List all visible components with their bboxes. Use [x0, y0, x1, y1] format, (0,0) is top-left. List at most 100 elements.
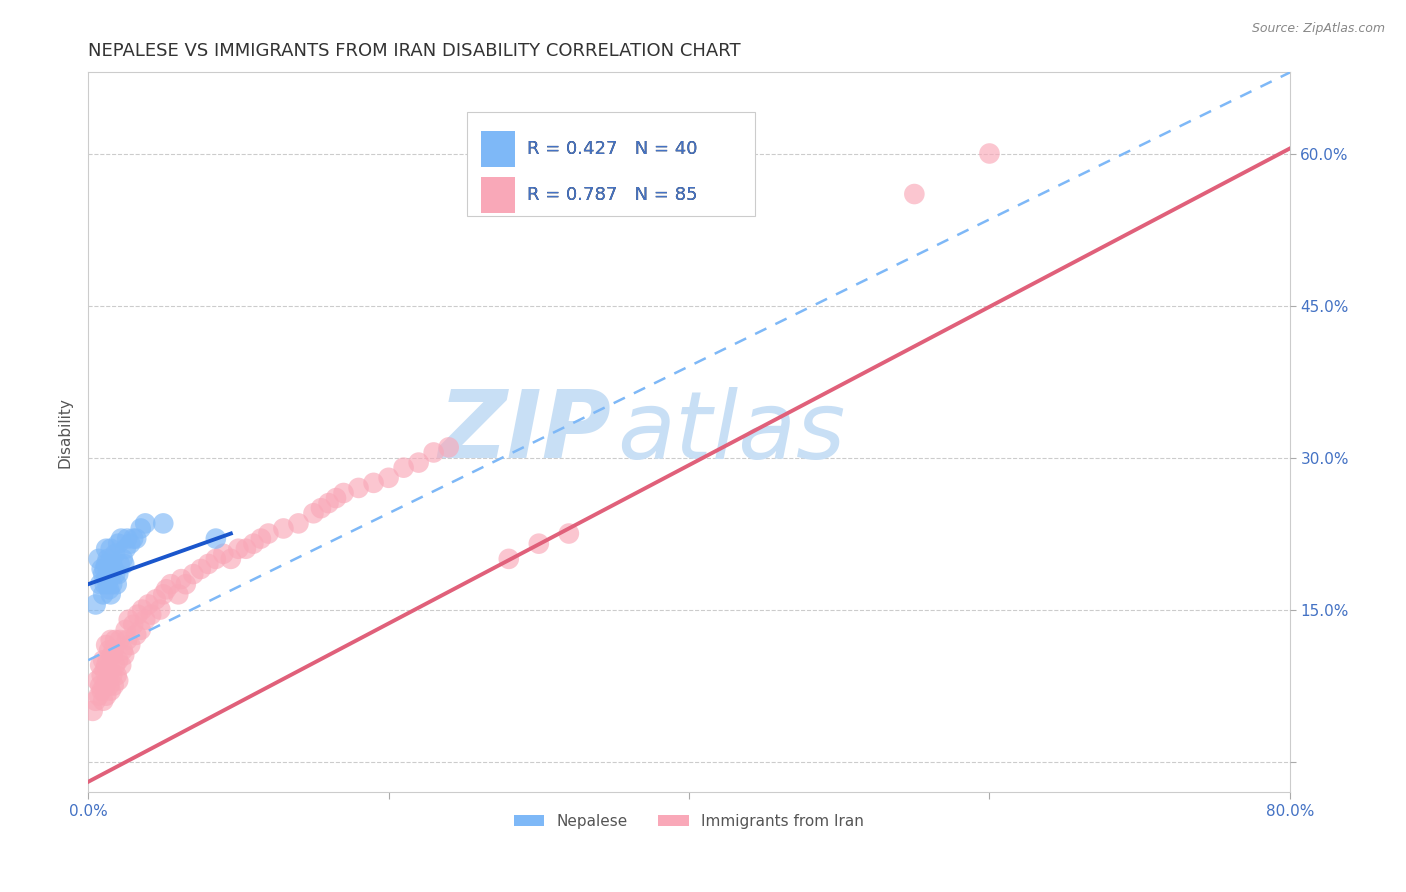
Point — [98, 582, 121, 597]
Point — [86, 673, 108, 688]
Point — [287, 516, 309, 531]
Point — [96, 638, 118, 652]
Point — [104, 632, 127, 647]
Point — [309, 501, 332, 516]
Point — [98, 679, 121, 693]
Point — [377, 471, 399, 485]
Point — [159, 577, 181, 591]
Point — [134, 516, 156, 531]
Point — [97, 552, 120, 566]
Point — [87, 689, 110, 703]
Point — [90, 683, 112, 698]
Point — [96, 557, 118, 571]
Point — [318, 496, 340, 510]
Point — [103, 643, 125, 657]
Point — [558, 526, 581, 541]
Text: atlas: atlas — [617, 387, 845, 478]
Point — [141, 607, 163, 622]
Point — [98, 557, 121, 571]
Point — [174, 577, 197, 591]
Point — [104, 658, 127, 673]
Point — [273, 521, 295, 535]
Point — [97, 673, 120, 688]
Point — [91, 653, 114, 667]
Text: R = 0.787   N = 85: R = 0.787 N = 85 — [527, 186, 697, 204]
Point — [105, 668, 128, 682]
Point — [332, 486, 354, 500]
Point — [89, 679, 111, 693]
Point — [979, 146, 1001, 161]
Point — [105, 577, 128, 591]
Point — [250, 532, 273, 546]
Point — [98, 643, 121, 657]
Point — [127, 607, 149, 622]
Point — [363, 475, 385, 490]
Text: R = 0.427   N = 40: R = 0.427 N = 40 — [527, 139, 697, 158]
Text: R = 0.787   N = 85: R = 0.787 N = 85 — [527, 186, 697, 204]
Point — [93, 679, 115, 693]
Point — [107, 536, 129, 550]
Point — [107, 653, 129, 667]
Point — [91, 587, 114, 601]
Point — [129, 623, 152, 637]
Point — [422, 445, 444, 459]
Text: R = 0.427   N = 40: R = 0.427 N = 40 — [527, 139, 697, 158]
Point — [90, 668, 112, 682]
Point — [112, 557, 135, 571]
Point — [110, 532, 132, 546]
Point — [107, 673, 129, 688]
Y-axis label: Disability: Disability — [58, 397, 72, 467]
Point — [84, 694, 107, 708]
Point — [235, 541, 257, 556]
Point — [903, 187, 925, 202]
Legend: Nepalese, Immigrants from Iran: Nepalese, Immigrants from Iran — [508, 807, 870, 835]
Text: Source: ZipAtlas.com: Source: ZipAtlas.com — [1251, 22, 1385, 36]
Point — [87, 552, 110, 566]
Point — [101, 648, 124, 662]
Point — [125, 532, 148, 546]
Text: ZIP: ZIP — [439, 386, 612, 478]
Point — [527, 536, 550, 550]
Point — [437, 441, 460, 455]
Point — [96, 572, 118, 586]
Point — [101, 668, 124, 682]
Point — [100, 632, 122, 647]
Point — [93, 562, 115, 576]
Point — [107, 567, 129, 582]
Bar — [467, 112, 755, 217]
Bar — [481, 130, 515, 167]
Point — [91, 694, 114, 708]
Point — [101, 577, 124, 591]
Point — [104, 567, 127, 582]
Point — [104, 547, 127, 561]
Point — [325, 491, 347, 505]
Point — [197, 557, 219, 571]
Point — [91, 567, 114, 582]
Point — [498, 552, 520, 566]
Point — [96, 689, 118, 703]
Point — [97, 653, 120, 667]
Point — [114, 623, 136, 637]
Point — [242, 536, 264, 550]
Point — [108, 632, 131, 647]
Bar — [481, 178, 515, 213]
Point — [347, 481, 370, 495]
Point — [101, 557, 124, 571]
Point — [89, 658, 111, 673]
Point — [93, 577, 115, 591]
Point — [114, 541, 136, 556]
Point — [97, 567, 120, 582]
Point — [82, 704, 104, 718]
Point — [125, 628, 148, 642]
Point — [90, 562, 112, 576]
Point — [131, 602, 153, 616]
Point — [122, 532, 145, 546]
Point — [97, 577, 120, 591]
Point — [205, 532, 228, 546]
Point — [96, 541, 118, 556]
Point — [134, 613, 156, 627]
Point — [122, 617, 145, 632]
Point — [167, 587, 190, 601]
Point — [257, 526, 280, 541]
Point — [100, 664, 122, 678]
